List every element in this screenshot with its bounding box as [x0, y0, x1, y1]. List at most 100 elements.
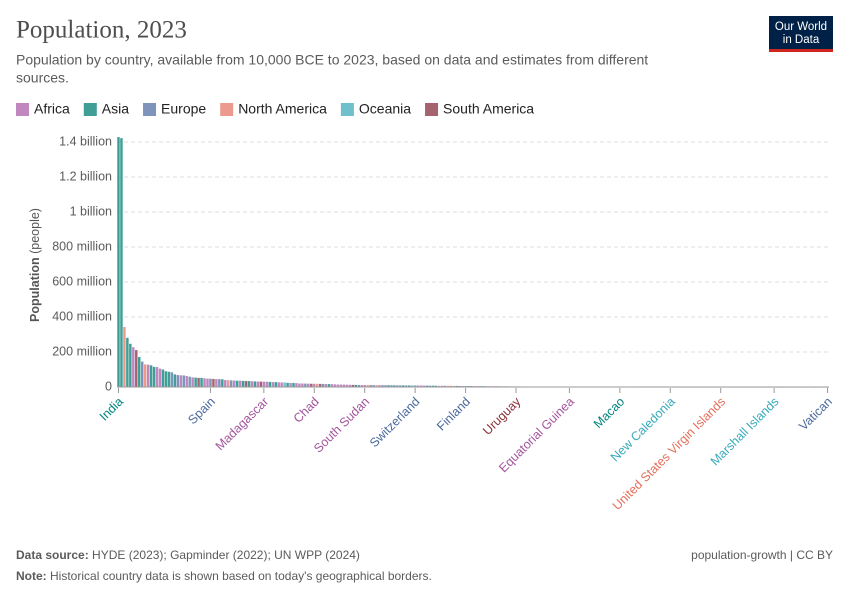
x-tick-label: Madagascar [213, 395, 272, 454]
bar [209, 378, 212, 387]
bar [218, 379, 221, 387]
logo[interactable]: Our World in Data [769, 16, 833, 52]
legend-swatch [425, 103, 439, 116]
bar [357, 384, 361, 387]
bar [452, 385, 455, 387]
bar [407, 385, 411, 387]
bar [182, 375, 185, 387]
bar [152, 366, 156, 387]
bar [434, 385, 438, 387]
legend-swatch [340, 103, 354, 116]
bar [310, 383, 313, 387]
bar [384, 385, 387, 387]
bar [132, 347, 135, 387]
bar [232, 380, 236, 387]
bar [360, 385, 363, 387]
subtitle: Population by country, available from 10… [16, 52, 648, 68]
subtitle: sources. [16, 70, 69, 86]
bar [351, 384, 355, 387]
bar [250, 381, 254, 387]
bar [333, 384, 337, 387]
bar [307, 383, 310, 387]
bar [158, 368, 162, 387]
logo-box [769, 16, 833, 49]
bar [437, 385, 441, 387]
bar [387, 385, 390, 387]
bar [348, 384, 352, 387]
bar [167, 371, 171, 387]
logo-text: in Data [783, 34, 820, 46]
bar [185, 375, 188, 387]
bar [354, 384, 358, 387]
bar [422, 385, 426, 387]
bar [123, 326, 126, 387]
x-tick-label: Vatican [796, 395, 835, 434]
bar [271, 382, 274, 387]
x-tick-label: Uruguay [480, 394, 524, 438]
bar [135, 350, 138, 387]
bar [241, 380, 245, 387]
y-axis-unit: (people) [28, 208, 42, 254]
x-tick-label: Spain [185, 395, 218, 428]
bar [324, 384, 328, 387]
bar [295, 383, 298, 387]
legend-label: Africa [34, 101, 70, 117]
legend-label: Asia [102, 101, 129, 117]
x-tick-label: India [97, 395, 126, 424]
bar [247, 381, 251, 387]
y-axis-label: Population [28, 257, 42, 322]
bar [143, 364, 147, 387]
bar [419, 385, 423, 387]
bar [458, 385, 461, 387]
y-tick-label: 1.2 billion [59, 169, 112, 183]
bar [443, 385, 447, 387]
bar [149, 365, 153, 387]
bar [126, 337, 129, 387]
footer-right[interactable]: population-growth | CC BY [691, 548, 833, 562]
bar [173, 374, 177, 387]
x-tick-label: Macao [591, 395, 627, 431]
chart-title: Population, 2023 [16, 17, 187, 44]
bar [336, 384, 340, 387]
bar [197, 377, 200, 387]
source-text: HYDE (2023); Gapminder (2022); UN WPP (2… [92, 548, 360, 562]
bar [431, 385, 435, 387]
bar [265, 381, 269, 387]
bar [146, 364, 150, 387]
bar [194, 377, 197, 387]
bar [410, 385, 414, 387]
x-tick-label: Chad [291, 395, 322, 426]
bar [366, 385, 369, 387]
bar [283, 382, 286, 387]
bar [330, 384, 334, 387]
bar [321, 383, 325, 387]
y-tick-label: 0 [105, 379, 112, 393]
bar [342, 384, 346, 387]
bar [191, 377, 194, 387]
bar [140, 361, 144, 387]
bar [221, 379, 224, 387]
bar [289, 382, 292, 387]
bar [375, 385, 378, 387]
y-tick-label: 600 million [52, 274, 112, 288]
bar [440, 385, 444, 387]
bar [179, 375, 183, 387]
bar [274, 382, 277, 387]
legend-label: Oceania [359, 101, 411, 117]
bar [212, 378, 215, 387]
bar [378, 385, 381, 387]
bar [425, 385, 429, 387]
legend-label: South America [443, 101, 534, 117]
y-tick-label: 200 million [52, 344, 112, 358]
bar [277, 382, 280, 387]
bar [170, 372, 174, 387]
bar [238, 380, 242, 387]
bar [215, 379, 218, 387]
logo-bar [769, 49, 833, 52]
bar [298, 383, 301, 387]
legend-swatch [83, 103, 97, 116]
bar [164, 371, 168, 387]
y-tick-label: 1.4 billion [59, 134, 112, 148]
bar [399, 385, 402, 387]
bar [203, 378, 206, 387]
